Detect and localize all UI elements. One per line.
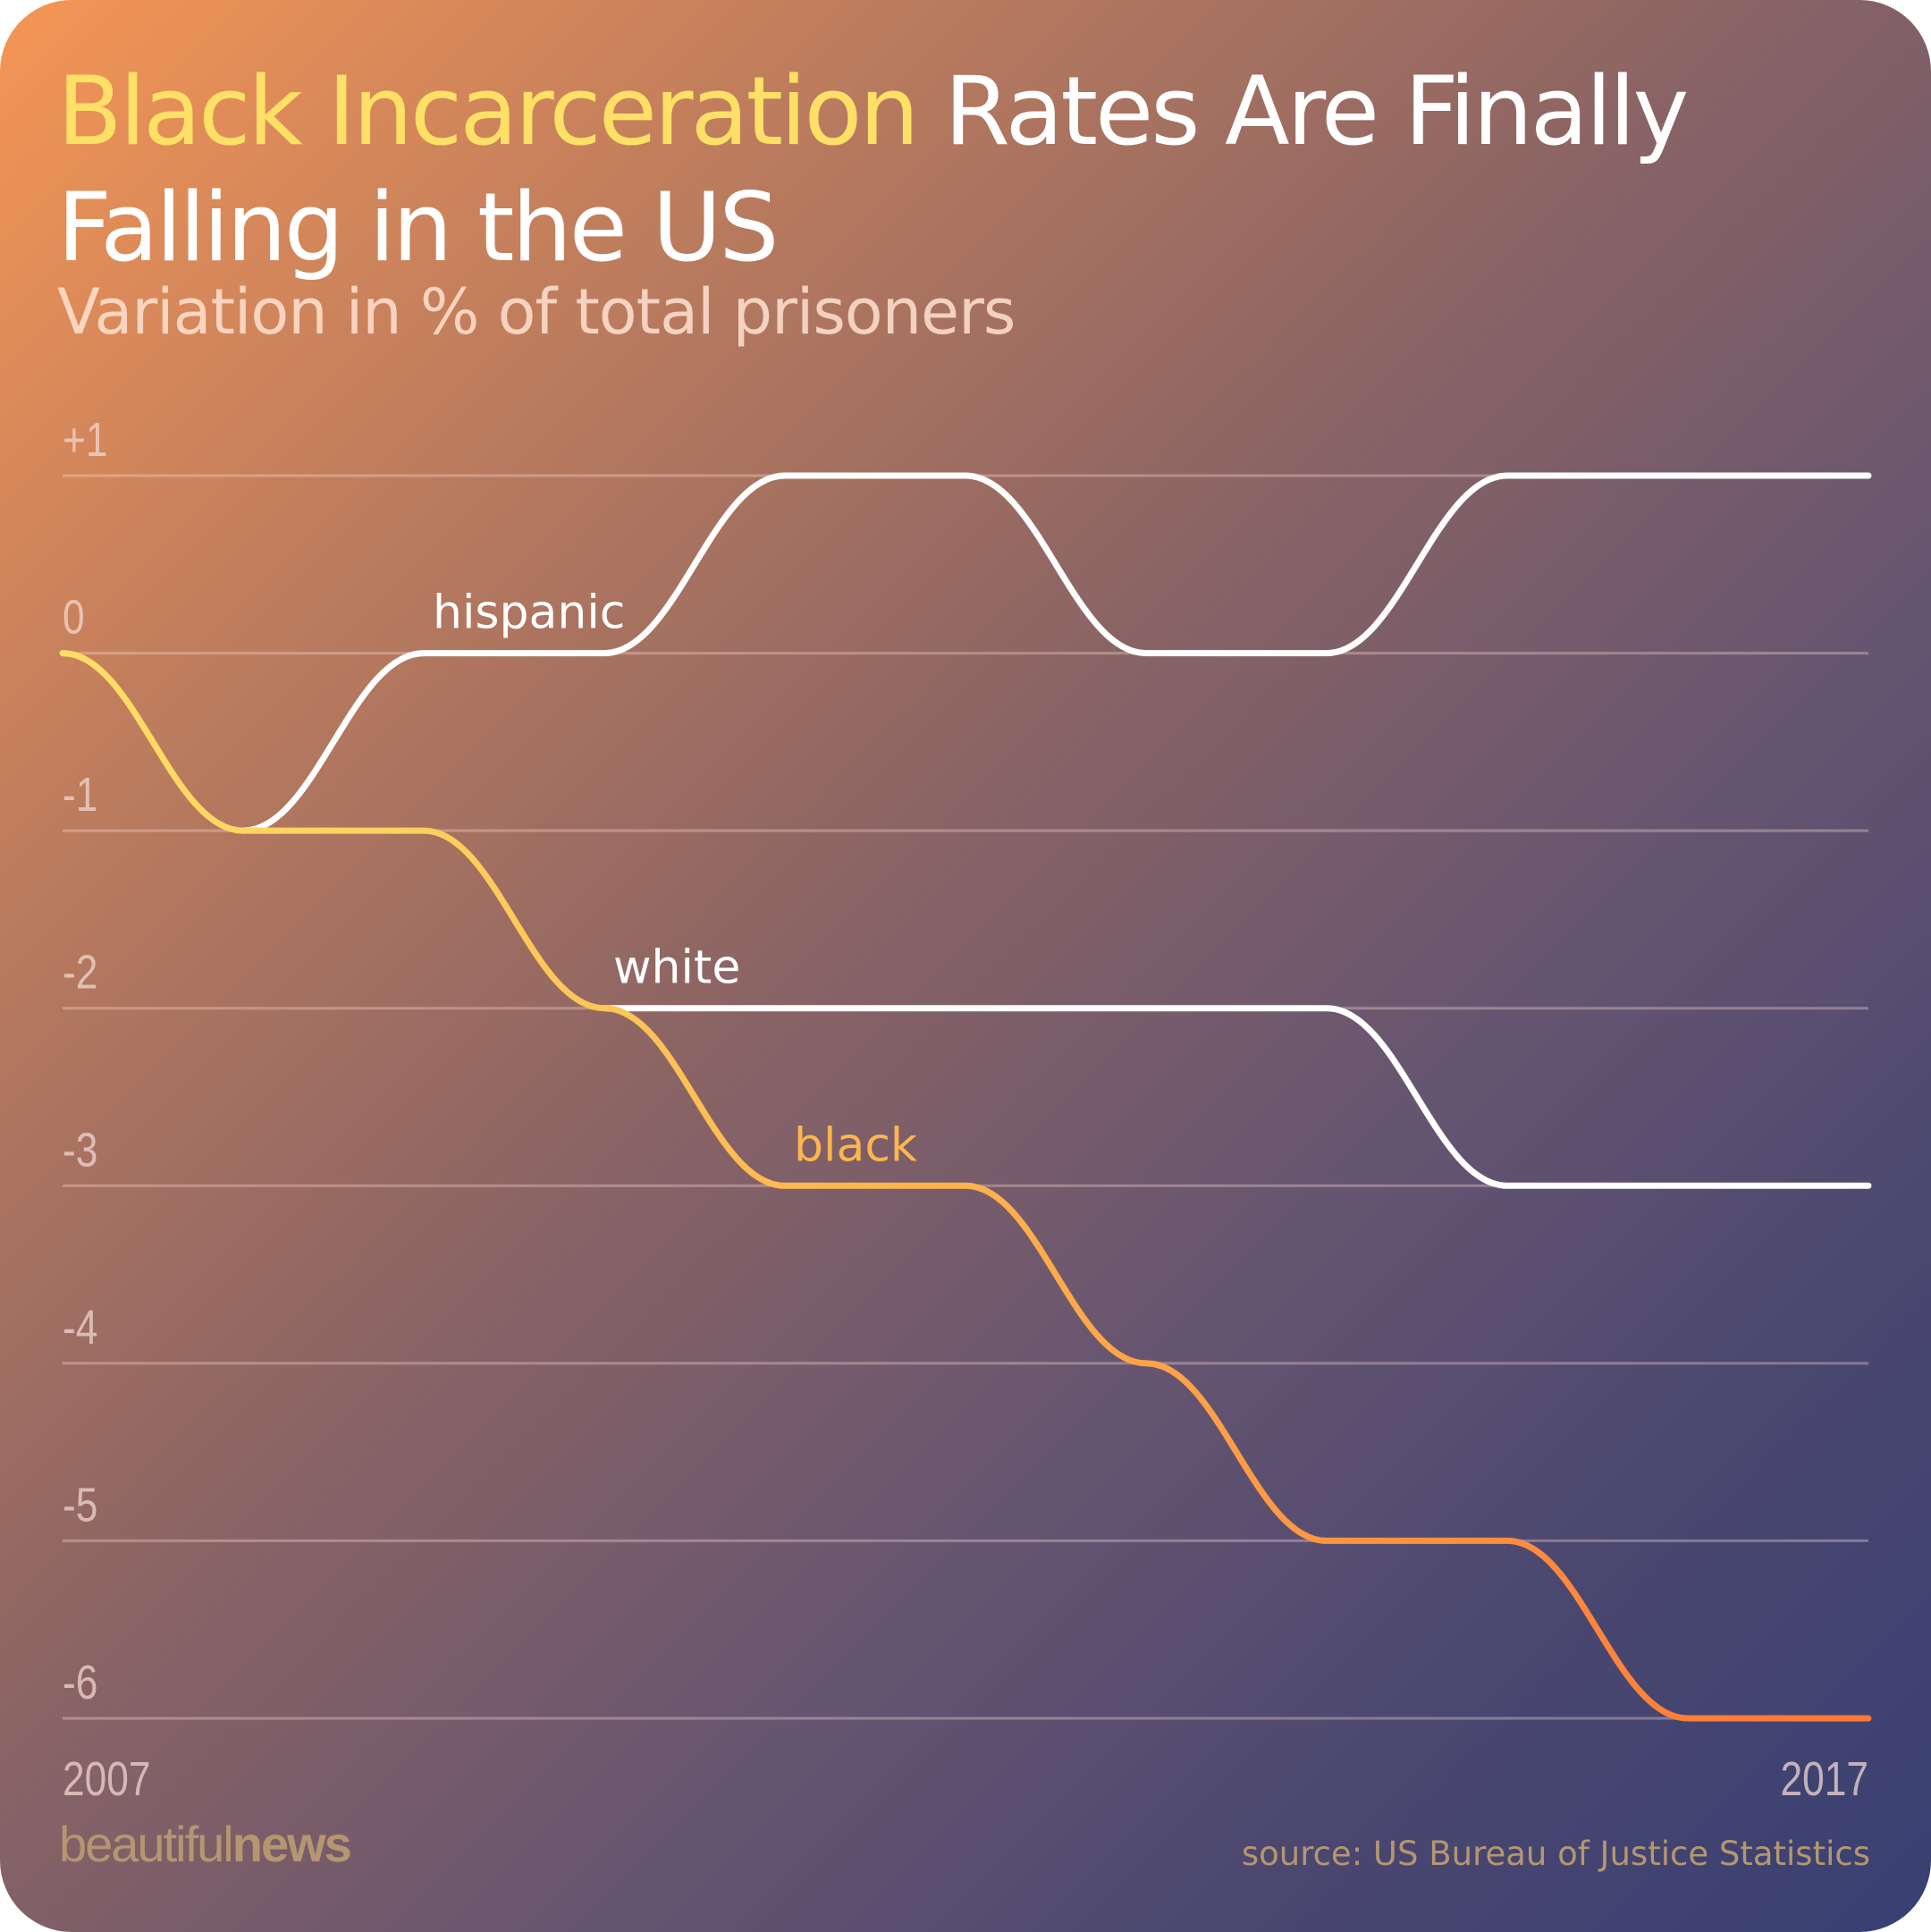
title-highlight: Black Incarceration	[57, 56, 919, 166]
x-tick-label: 2017	[1781, 1752, 1868, 1806]
chart-subtitle: Variation in % of total prisoners	[57, 275, 1016, 349]
y-tick-label: -5	[63, 1478, 97, 1531]
series-label-hispanic: hispanic	[433, 586, 625, 640]
series-label-white: white	[613, 941, 740, 995]
y-tick-label: -4	[63, 1301, 97, 1354]
series-line-black	[59, 650, 1872, 1722]
brand-logo: beautifulnews	[59, 1815, 352, 1873]
y-tick-label: -6	[63, 1656, 97, 1709]
series-line-white	[601, 1005, 1872, 1189]
chart-title: Black Incarceration Rates Are Finally Fa…	[57, 54, 1845, 286]
brand-light: beautiful	[59, 1816, 234, 1872]
y-tick-label: -3	[63, 1123, 97, 1177]
x-tick-label: 2007	[63, 1752, 150, 1806]
y-tick-label: -2	[63, 946, 97, 1000]
y-tick-label: 0	[63, 590, 85, 644]
series-label-black: black	[794, 1118, 917, 1172]
y-tick-label: -1	[63, 768, 97, 822]
brand-bold: news	[232, 1816, 352, 1872]
source-note: source: US Bureau of Justice Statistics	[1241, 1835, 1870, 1873]
title-rest: Rates Are Finally Falling in the US	[57, 56, 1689, 283]
y-tick-label: +1	[63, 413, 107, 467]
series-line-hispanic	[240, 472, 1872, 834]
